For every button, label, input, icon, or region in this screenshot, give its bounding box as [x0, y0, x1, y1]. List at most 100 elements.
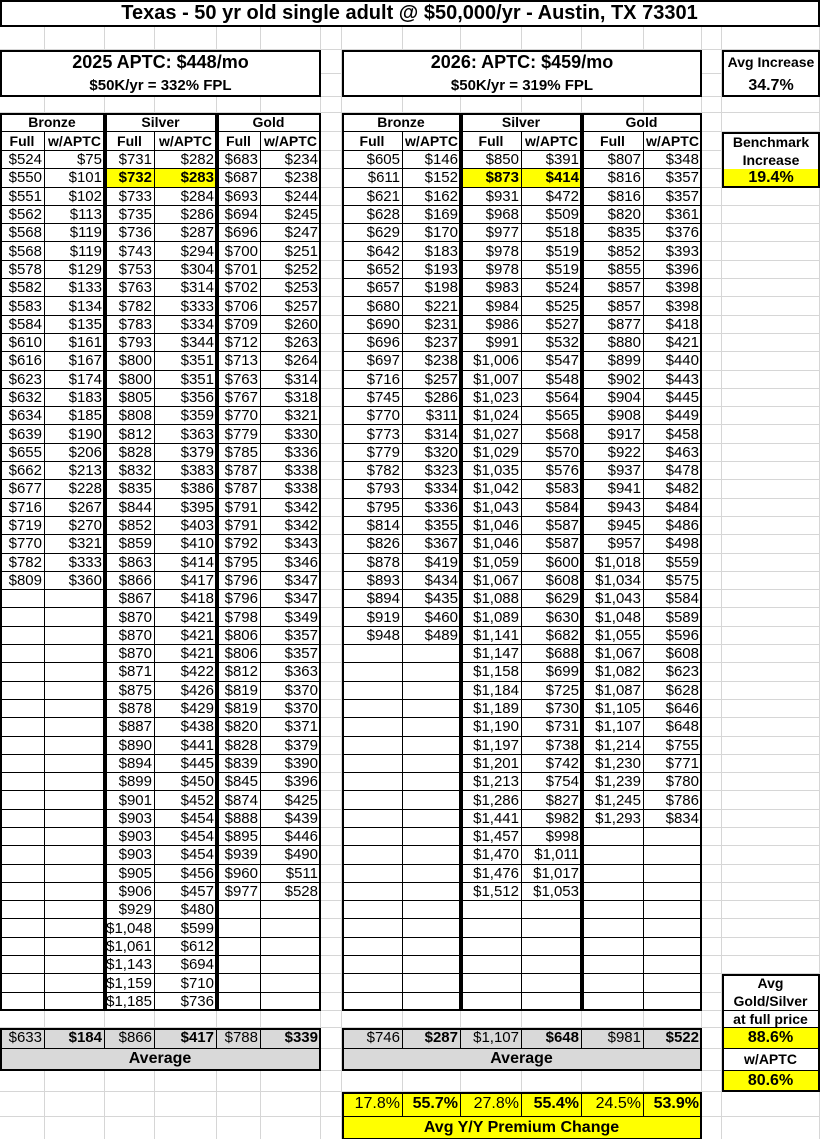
- price-cell[interactable]: $986: [461, 315, 522, 334]
- price-cell[interactable]: [261, 937, 321, 957]
- price-cell[interactable]: $943: [582, 498, 644, 517]
- price-cell[interactable]: [261, 901, 321, 920]
- price-cell[interactable]: $877: [582, 315, 644, 334]
- price-cell[interactable]: $1,042: [461, 480, 522, 499]
- price-cell[interactable]: [0, 754, 45, 774]
- price-cell[interactable]: [403, 956, 461, 975]
- price-cell[interactable]: $600: [522, 553, 582, 572]
- price-cell[interactable]: $237: [403, 333, 461, 353]
- price-cell[interactable]: $1,158: [461, 663, 522, 682]
- price-cell[interactable]: $1,245: [582, 791, 644, 810]
- price-cell[interactable]: $135: [45, 315, 105, 334]
- price-cell[interactable]: $688: [522, 645, 582, 664]
- price-cell[interactable]: $906: [105, 882, 155, 902]
- price-cell[interactable]: $655: [0, 443, 45, 463]
- price-cell[interactable]: $434: [403, 571, 461, 591]
- price-cell[interactable]: $498: [644, 535, 702, 554]
- price-cell[interactable]: $1,006: [461, 352, 522, 371]
- price-cell[interactable]: $629: [342, 224, 403, 243]
- price-cell[interactable]: [0, 882, 45, 902]
- price-cell[interactable]: [403, 681, 461, 700]
- price-cell[interactable]: $1,190: [461, 718, 522, 737]
- price-cell[interactable]: $713: [217, 352, 261, 371]
- price-cell[interactable]: $429: [155, 699, 217, 719]
- price-cell[interactable]: $937: [582, 462, 644, 481]
- price-cell[interactable]: $1,082: [582, 663, 644, 682]
- price-cell[interactable]: [0, 992, 45, 1011]
- price-cell[interactable]: $1,067: [582, 645, 644, 664]
- price-cell[interactable]: $386: [155, 480, 217, 499]
- price-cell[interactable]: [45, 626, 105, 646]
- price-cell[interactable]: [582, 827, 644, 847]
- price-cell[interactable]: [45, 791, 105, 810]
- price-cell[interactable]: $983: [461, 279, 522, 298]
- price-cell[interactable]: [342, 718, 403, 737]
- price-cell[interactable]: $753: [105, 260, 155, 280]
- price-cell[interactable]: $264: [261, 352, 321, 371]
- price-cell[interactable]: $687: [217, 169, 261, 188]
- price-cell[interactable]: [403, 645, 461, 664]
- price-cell[interactable]: $568: [0, 242, 45, 261]
- price-cell[interactable]: [0, 663, 45, 682]
- price-cell[interactable]: $1,185: [105, 992, 155, 1011]
- price-cell[interactable]: [403, 809, 461, 828]
- price-cell[interactable]: $814: [342, 516, 403, 536]
- price-cell[interactable]: $819: [217, 681, 261, 700]
- price-cell[interactable]: $584: [644, 590, 702, 609]
- price-cell[interactable]: $716: [0, 498, 45, 517]
- price-cell[interactable]: [644, 919, 702, 938]
- price-cell[interactable]: $782: [0, 553, 45, 572]
- price-cell[interactable]: $1,089: [461, 608, 522, 627]
- price-cell[interactable]: [0, 919, 45, 938]
- price-cell[interactable]: [0, 699, 45, 719]
- price-cell[interactable]: $367: [403, 535, 461, 554]
- price-cell[interactable]: $767: [217, 388, 261, 408]
- price-cell[interactable]: $134: [45, 297, 105, 316]
- price-cell[interactable]: [45, 608, 105, 627]
- price-cell[interactable]: [261, 974, 321, 993]
- price-cell[interactable]: $798: [217, 608, 261, 627]
- price-cell[interactable]: $690: [342, 315, 403, 334]
- price-cell[interactable]: [403, 901, 461, 920]
- price-cell[interactable]: $743: [105, 242, 155, 261]
- price-cell[interactable]: [217, 974, 261, 993]
- price-cell[interactable]: [0, 681, 45, 700]
- price-cell[interactable]: $351: [155, 370, 217, 389]
- price-cell[interactable]: $314: [403, 425, 461, 444]
- price-cell[interactable]: $621: [342, 187, 403, 206]
- price-cell[interactable]: $343: [261, 535, 321, 554]
- price-cell[interactable]: [45, 974, 105, 993]
- price-cell[interactable]: [342, 882, 403, 902]
- price-cell[interactable]: $568: [522, 425, 582, 444]
- price-cell[interactable]: $652: [342, 260, 403, 280]
- price-cell[interactable]: $682: [522, 626, 582, 646]
- price-cell[interactable]: $449: [644, 407, 702, 426]
- price-cell[interactable]: $706: [217, 297, 261, 316]
- price-cell[interactable]: $519: [522, 242, 582, 261]
- price-cell[interactable]: $1,087: [582, 681, 644, 700]
- price-cell[interactable]: [342, 974, 403, 993]
- price-cell[interactable]: $731: [105, 151, 155, 170]
- price-cell[interactable]: $787: [217, 462, 261, 481]
- price-cell[interactable]: $440: [644, 352, 702, 371]
- price-cell[interactable]: $263: [261, 333, 321, 353]
- price-cell[interactable]: $820: [217, 718, 261, 737]
- price-cell[interactable]: $294: [155, 242, 217, 261]
- price-cell[interactable]: $253: [261, 279, 321, 298]
- price-cell[interactable]: $795: [217, 553, 261, 572]
- price-cell[interactable]: $929: [105, 901, 155, 920]
- price-cell[interactable]: [582, 882, 644, 902]
- price-cell[interactable]: $383: [155, 462, 217, 481]
- price-cell[interactable]: $646: [644, 699, 702, 719]
- price-cell[interactable]: [45, 663, 105, 682]
- price-cell[interactable]: $1,018: [582, 553, 644, 572]
- price-cell[interactable]: $702: [217, 279, 261, 298]
- price-cell[interactable]: $403: [155, 516, 217, 536]
- price-cell[interactable]: $697: [342, 352, 403, 371]
- price-cell[interactable]: $870: [105, 645, 155, 664]
- price-cell[interactable]: [0, 956, 45, 975]
- price-cell[interactable]: $245: [261, 205, 321, 225]
- price-cell[interactable]: $628: [342, 205, 403, 225]
- price-cell[interactable]: [0, 626, 45, 646]
- price-cell[interactable]: $786: [644, 791, 702, 810]
